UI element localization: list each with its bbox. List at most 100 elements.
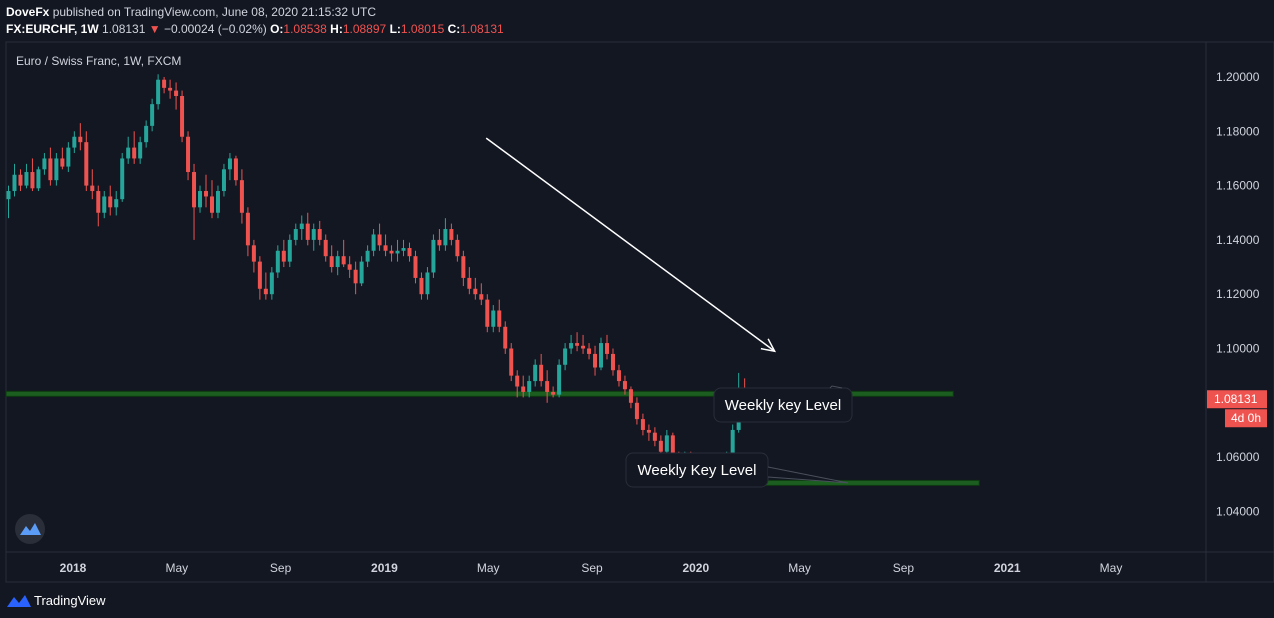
candle-body: [132, 147, 137, 159]
candle-body: [622, 381, 627, 390]
footer: TradingView: [0, 584, 300, 618]
chart-title: Euro / Swiss Franc, 1W, FXCM: [16, 54, 181, 68]
candle-body: [467, 277, 472, 289]
candle-body: [168, 87, 173, 91]
candle-body: [120, 158, 125, 200]
chart-border: [5, 41, 1274, 583]
candle-body: [6, 191, 11, 200]
candle-body: [551, 391, 556, 395]
high-value: 1.08897: [342, 22, 387, 36]
time-tick-label: 2019: [371, 561, 398, 575]
candle-body: [491, 310, 496, 327]
candle-body: [401, 248, 406, 251]
candle-body: [293, 229, 298, 240]
tradingview-brand[interactable]: TradingView: [34, 593, 106, 608]
candle-body: [569, 343, 574, 349]
time-tick-label: Sep: [270, 561, 292, 575]
down-arrow-icon: ▼: [148, 22, 161, 36]
tradingview-badge[interactable]: [15, 514, 45, 544]
callout-box: [713, 387, 853, 423]
candle-body: [539, 364, 544, 382]
published-text: published on TradingView.com, June 08, 2…: [52, 5, 377, 19]
candle-body: [144, 125, 149, 143]
candle-body: [239, 180, 244, 213]
candle-body: [102, 196, 107, 213]
arrow-head-icon: [760, 338, 777, 353]
candle-body: [509, 348, 514, 376]
candle-body: [479, 294, 484, 300]
candle-body: [646, 429, 651, 433]
candle-body: [42, 158, 47, 170]
candle-body: [425, 272, 430, 295]
candle-body: [449, 229, 454, 240]
candle-body: [443, 229, 448, 246]
callout-label: Weekly Key Level: [638, 462, 757, 479]
candle-body: [281, 250, 286, 262]
candle-body: [521, 386, 526, 392]
candle-body: [616, 370, 621, 382]
candle-body: [18, 174, 23, 186]
candle-body: [192, 172, 197, 208]
candle-body: [545, 381, 550, 392]
badge-circle: [15, 514, 45, 544]
candle-body: [72, 136, 77, 148]
candle-body: [599, 343, 604, 368]
candle-body: [605, 343, 609, 354]
candle-body: [305, 223, 310, 240]
candle-body: [581, 345, 586, 349]
candle-body: [66, 147, 71, 167]
countdown-badge: [1225, 409, 1267, 428]
candle-body: [54, 158, 59, 181]
chart-header: DoveFx published on TradingView.com, Jun…: [0, 0, 1274, 40]
time-tick-label: Sep: [581, 561, 603, 575]
candle-body: [233, 158, 238, 181]
candle-body: [60, 158, 65, 167]
price-tick-label: 1.10000: [1216, 342, 1260, 356]
price-tick-label: 1.04000: [1216, 504, 1260, 518]
candle-body: [84, 142, 89, 186]
candle-body: [395, 250, 400, 254]
tradingview-logo-icon: [7, 595, 31, 607]
candle-body: [48, 158, 53, 181]
candle-body: [329, 256, 334, 268]
candle-body: [245, 212, 250, 246]
time-axis[interactable]: 2018 May Sep 2019 May Sep 2020 May Sep 2021 May: [60, 561, 1123, 575]
symbol-label[interactable]: FX:EURCHF, 1W: [6, 22, 99, 36]
candle-body: [227, 158, 232, 170]
cloud-icon: [20, 523, 41, 535]
price-tick-label: 1.14000: [1216, 233, 1260, 247]
candle-body: [90, 185, 95, 192]
last-price-badge: [1207, 390, 1267, 409]
candle-body: [503, 326, 508, 349]
candle-body: [269, 272, 274, 295]
candle-body: [353, 269, 358, 284]
callout-pointer: [767, 466, 849, 484]
key-level-line: [5, 390, 954, 397]
candle-body: [431, 239, 436, 273]
candle-body: [108, 196, 113, 208]
candle-body: [287, 239, 292, 262]
time-tick-label: May: [1100, 561, 1123, 575]
callout-pointer: [829, 385, 843, 389]
candle-body: [275, 250, 280, 273]
candle-body: [180, 96, 185, 137]
candle-body: [251, 245, 256, 262]
candle-body: [575, 343, 580, 346]
time-tick-label: 2018: [60, 561, 87, 575]
trend-arrow-line: [485, 137, 776, 352]
candle-body: [311, 229, 316, 240]
last-price-label: 1.08131: [1214, 392, 1258, 406]
candle-body: [359, 261, 364, 284]
candle-body: [209, 196, 214, 213]
candle-body: [664, 435, 669, 452]
candle-body: [658, 440, 663, 452]
author-name[interactable]: DoveFx: [6, 5, 50, 19]
candle-body: [587, 348, 592, 354]
price-axis[interactable]: 1.20000 1.18000 1.16000 1.14000 1.12000 1.100…: [1207, 70, 1267, 518]
candle-body: [371, 234, 376, 251]
key-level-line: [745, 479, 980, 486]
price-tick-label: 1.16000: [1216, 179, 1260, 193]
countdown-label: 4d 0h: [1231, 411, 1261, 425]
candle-body: [96, 191, 101, 213]
